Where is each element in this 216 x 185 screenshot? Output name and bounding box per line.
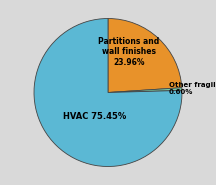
Wedge shape bbox=[108, 18, 182, 92]
Text: Partitions and
wall finishes
23.96%: Partitions and wall finishes 23.96% bbox=[98, 37, 159, 67]
Text: HVAC 75.45%: HVAC 75.45% bbox=[63, 112, 126, 121]
Text: Other fragilities
0.60%: Other fragilities 0.60% bbox=[169, 82, 216, 95]
Wedge shape bbox=[34, 18, 182, 166]
Wedge shape bbox=[108, 88, 182, 92]
